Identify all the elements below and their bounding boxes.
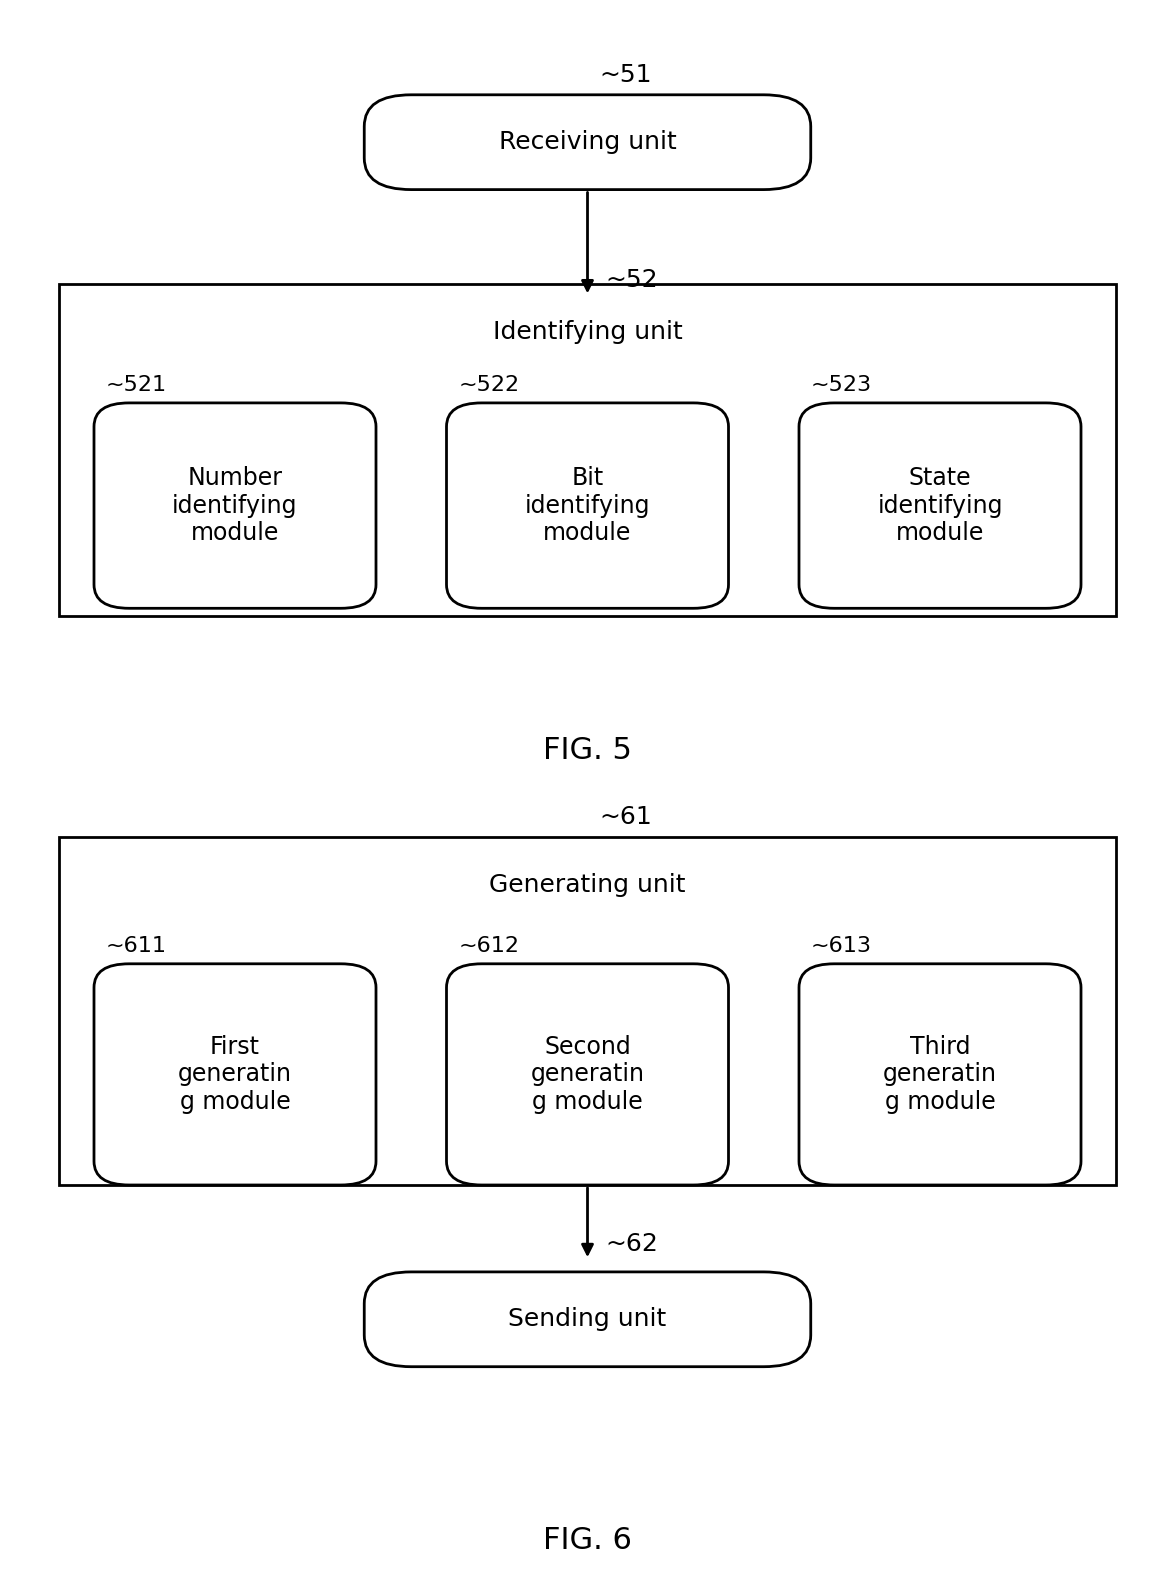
Text: FIG. 5: FIG. 5 (543, 736, 632, 765)
Text: ~62: ~62 (605, 1232, 658, 1256)
Text: ~523: ~523 (811, 374, 872, 395)
FancyBboxPatch shape (446, 964, 728, 1185)
Text: Third
generatin
g module: Third generatin g module (882, 1035, 998, 1114)
FancyBboxPatch shape (94, 964, 376, 1185)
FancyBboxPatch shape (94, 403, 376, 608)
Text: ~612: ~612 (458, 935, 519, 956)
FancyBboxPatch shape (364, 1272, 811, 1367)
Text: Generating unit: Generating unit (489, 872, 686, 897)
Text: Sending unit: Sending unit (509, 1307, 666, 1332)
Text: ~51: ~51 (599, 63, 652, 87)
Text: FIG. 6: FIG. 6 (543, 1526, 632, 1555)
Text: ~521: ~521 (106, 374, 167, 395)
Text: ~522: ~522 (458, 374, 519, 395)
Bar (59, 837, 1116, 1185)
Bar (59, 284, 1116, 616)
Text: Second
generatin
g module: Second generatin g module (530, 1035, 645, 1114)
FancyBboxPatch shape (364, 95, 811, 190)
Text: State
identifying
module: State identifying module (878, 466, 1002, 545)
Text: Bit
identifying
module: Bit identifying module (525, 466, 650, 545)
Text: ~611: ~611 (106, 935, 167, 956)
Text: First
generatin
g module: First generatin g module (177, 1035, 293, 1114)
Text: ~61: ~61 (599, 806, 652, 830)
FancyBboxPatch shape (799, 403, 1081, 608)
Text: ~613: ~613 (811, 935, 872, 956)
Text: Number
identifying
module: Number identifying module (173, 466, 297, 545)
Text: Receiving unit: Receiving unit (498, 130, 677, 155)
FancyBboxPatch shape (799, 964, 1081, 1185)
Text: ~52: ~52 (605, 269, 658, 292)
FancyBboxPatch shape (446, 403, 728, 608)
Text: Identifying unit: Identifying unit (492, 319, 683, 344)
